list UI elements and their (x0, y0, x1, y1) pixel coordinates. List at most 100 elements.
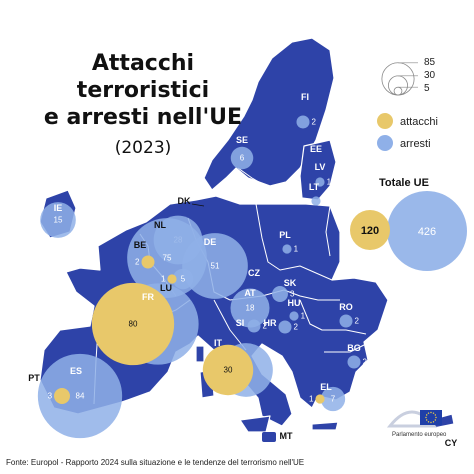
total-attacks-bubble (350, 210, 390, 250)
value-arrests-lt: 1 (323, 197, 328, 206)
eu-flag-star (430, 411, 432, 414)
bubble-arrests-fi (296, 115, 310, 129)
legend: 85 30 5 attacchi arresti Totale UE 426 120 (350, 57, 467, 271)
bubble-arrests-lt (311, 196, 321, 206)
value-attacks-fr: 80 (129, 320, 138, 329)
eu-flag-star (427, 421, 430, 423)
total-label: Totale UE (379, 177, 429, 189)
land-sicily (239, 415, 271, 433)
title-line-3: e arresti nell'UE (43, 105, 243, 130)
bubble-arrests-si (247, 319, 261, 333)
legend-size-label-30: 30 (424, 70, 436, 81)
bubble-arrests-es (37, 353, 123, 439)
value-arrests-lu: 5 (181, 275, 186, 284)
bubble-arrests-se (230, 146, 254, 170)
border-9 (237, 167, 267, 187)
value-arrests-es: 84 (76, 392, 85, 401)
border-5 (213, 299, 247, 351)
country-label-cz: CZ (248, 268, 260, 278)
legend-size-label-5: 5 (424, 83, 430, 94)
total-attacks-value: 120 (361, 225, 379, 237)
title-line-2: terroristici (76, 78, 210, 103)
bubble-arrests-lv (315, 177, 325, 187)
value-arrests-lv: 1 (327, 178, 332, 187)
bubble-arrests-ie (40, 202, 76, 238)
country-label-dk: DK (178, 196, 191, 206)
country-label-ro: RO (339, 302, 353, 312)
country-labels: FI SE EE LV LT DK IE NL BE LU DE PL CZ SK AT HU SI HR RO BG… (28, 92, 457, 448)
eu-flag-star (425, 419, 428, 421)
country-label-se: SE (236, 135, 248, 145)
border-3 (255, 203, 333, 281)
border-10 (324, 343, 367, 353)
total-arrests-value: 426 (418, 226, 436, 238)
bubble-arrests-ro (339, 314, 353, 328)
country-label-be: BE (134, 240, 147, 250)
bubble-arrests-pl (282, 244, 292, 254)
data-bubbles: 2611152875251511318122227880343084371 (37, 115, 368, 439)
value-arrests-hu: 1 (301, 312, 306, 321)
value-arrests-ro: 2 (355, 317, 360, 326)
eu-flag-star (432, 421, 435, 423)
country-label-ie: IE (54, 203, 63, 213)
bubble-arrests-el (320, 386, 346, 412)
border-8 (325, 205, 331, 257)
value-arrests-si: 2 (263, 322, 268, 331)
eu-flag-icon (420, 410, 442, 425)
country-label-de: DE (204, 237, 217, 247)
value-arrests-sk: 3 (290, 290, 295, 299)
dk-leader (191, 203, 205, 207)
value-arrests-se: 6 (240, 154, 245, 163)
bubble-attacks-el (315, 394, 325, 404)
eu-flag-star (432, 412, 435, 414)
eu-flag-star (427, 412, 430, 414)
logo-text: Parlamento europeo (392, 432, 447, 438)
value-attacks-be: 2 (135, 258, 140, 267)
bubble-arrests-sk (272, 286, 288, 302)
legend-size-label-85: 85 (424, 57, 436, 68)
parliament-hemicycle-icon (386, 410, 438, 428)
title-line-1: Attacchi (91, 51, 195, 76)
eu-flag-star (435, 416, 437, 419)
mt-marker (262, 432, 276, 442)
country-label-cy: CY (445, 438, 458, 448)
value-arrests-hr: 2 (294, 323, 299, 332)
bubble-attacks-it (202, 344, 254, 396)
bubble-attacks-es (54, 388, 70, 404)
value-attacks-it: 30 (224, 366, 233, 375)
map-subtitle: (2023) (114, 138, 172, 158)
country-label-nl: NL (154, 220, 166, 230)
eu-flag-star (434, 414, 437, 416)
country-label-at: AT (244, 288, 256, 298)
value-arrests-bg: 2 (363, 358, 368, 367)
country-label-ee: EE (310, 144, 322, 154)
value-arrests-de: 51 (211, 262, 220, 271)
eu-flag-star (430, 421, 432, 424)
value-arrests-pl: 1 (294, 245, 299, 254)
legend-attacks-swatch (377, 113, 393, 129)
eu-flag-star (425, 416, 427, 419)
eu-flag-star (425, 414, 428, 416)
country-label-es: ES (70, 366, 82, 376)
bubble-arrests-at (230, 288, 270, 328)
legend-attacks-label: attacchi (400, 116, 438, 128)
legend-size-circle-85 (381, 62, 415, 96)
bubble-attacks-be (141, 255, 155, 269)
bubble-arrests-bg (347, 355, 361, 369)
country-label-mt: MT (280, 431, 293, 441)
country-label-bg: BG (347, 343, 361, 353)
value-attacks-lu: 1 (161, 275, 166, 284)
value-arrests-ie: 15 (54, 216, 63, 225)
land-crete (311, 421, 339, 431)
legend-size-circle-30 (388, 75, 408, 96)
bubble-arrests-de (182, 233, 248, 299)
bubble-attacks-lu (167, 274, 177, 284)
eu-flag-star (434, 419, 437, 421)
country-label-si: SI (236, 318, 245, 328)
country-label-lu: LU (160, 283, 172, 293)
country-label-hr: HR (264, 318, 277, 328)
bubble-arrests-hu (289, 311, 299, 321)
country-label-fr: FR (142, 292, 154, 302)
value-arrests-at: 18 (246, 304, 255, 313)
land-corsica (195, 345, 205, 363)
